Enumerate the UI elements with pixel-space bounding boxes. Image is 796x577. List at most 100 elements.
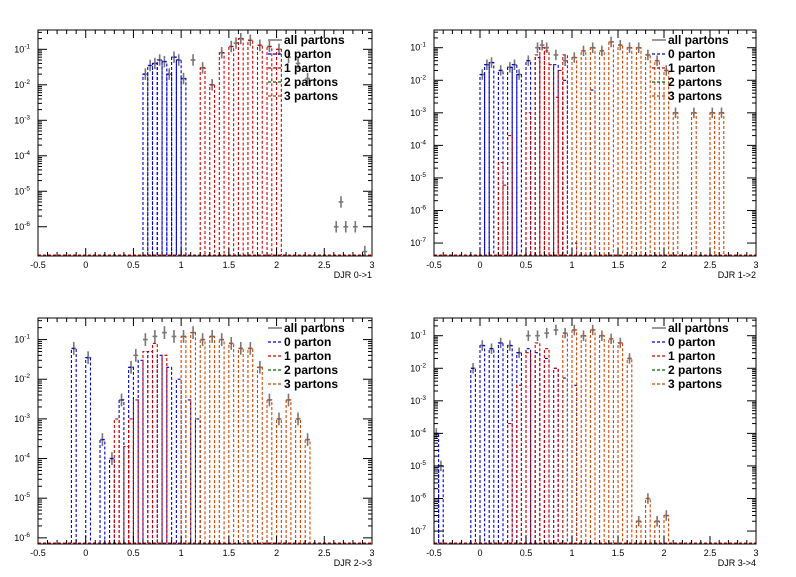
y-tick-base: 10: [14, 80, 24, 90]
histogram-bin: [534, 56, 541, 255]
x-axis-label: DJR 1->2: [718, 270, 756, 280]
y-tick-label: 10-4: [410, 427, 426, 438]
y-tick-base: 10: [410, 461, 420, 471]
y-tick-exponent: -2: [24, 373, 30, 380]
histogram-bin: [562, 332, 568, 543]
legend-entry: 2 partons: [668, 363, 722, 377]
y-tick-exponent: -3: [420, 395, 426, 402]
histogram-bin: [645, 54, 651, 255]
y-tick-exponent: -6: [24, 532, 30, 539]
y-tick-exponent: -6: [420, 492, 426, 499]
histogram-bin: [132, 399, 139, 543]
y-tick-label: 10-2: [410, 362, 426, 373]
y-tick-base: 10: [14, 493, 24, 503]
chart-panel-1: -0.5 0 0.5 1 1.5 2 2.5 310-610-510-410-310-210-…: [14, 29, 375, 280]
legend-entry: 3 partons: [284, 377, 338, 391]
histogram-bin: [507, 344, 513, 543]
legend-entry: 3 partons: [668, 377, 722, 391]
y-tick-exponent: -4: [24, 150, 30, 157]
histogram-bin: [109, 457, 115, 543]
histogram-bin: [709, 112, 716, 255]
y-tick-label: 10-6: [14, 221, 30, 232]
x-tick-label: 1.5: [223, 548, 236, 558]
y-tick-base: 10: [410, 493, 420, 503]
histogram-bin: [507, 423, 513, 543]
histogram-bin: [228, 342, 235, 543]
histogram-bin: [553, 96, 559, 255]
histogram-bin: [161, 354, 168, 543]
y-tick-label: 10-6: [410, 204, 426, 215]
histogram-bin: [562, 79, 568, 255]
x-axis-label: DJR 3->4: [718, 558, 756, 568]
x-tick-label: 3: [753, 548, 758, 558]
histogram-bin: [543, 50, 550, 255]
histogram-bin: [175, 59, 182, 255]
y-tick-base: 10: [14, 533, 24, 543]
x-tick-label: 0.5: [520, 548, 533, 558]
legend-entry: 2 partons: [284, 363, 338, 377]
histogram-bin: [142, 350, 149, 543]
histogram-bin: [128, 366, 134, 543]
histogram-bin: [626, 47, 633, 255]
histogram-bin: [654, 60, 660, 255]
histogram-bin: [497, 161, 504, 255]
histogram-bin: [151, 62, 158, 255]
histogram-bin: [571, 384, 578, 543]
y-tick-label: 10-4: [410, 139, 426, 150]
plot-frame: [433, 317, 757, 545]
y-tick-label: 10-1: [410, 330, 426, 341]
y-tick-exponent: -3: [420, 107, 426, 114]
histogram-bin: [484, 64, 490, 255]
y-tick-exponent: -2: [420, 362, 426, 369]
histogram-bin: [571, 329, 578, 543]
y-tick-label: 10-3: [410, 395, 426, 406]
y-tick-base: 10: [410, 526, 420, 536]
data-layer: [38, 326, 372, 544]
histogram-bin: [589, 89, 596, 255]
histogram-bin: [534, 352, 541, 543]
histogram-bin: [635, 520, 642, 543]
x-tick-label: 2.5: [704, 260, 717, 270]
y-tick-exponent: -4: [420, 427, 426, 434]
histogram-bin: [137, 359, 144, 543]
x-tick-label: 3: [369, 548, 374, 558]
y-tick-base: 10: [14, 454, 24, 464]
y-tick-label: 10-7: [410, 237, 426, 248]
x-tick-label: 0: [83, 260, 88, 270]
histogram-bin: [599, 50, 605, 255]
histogram-bin: [599, 335, 605, 543]
y-tick-base: 10: [410, 140, 420, 150]
y-tick-exponent: -3: [24, 413, 30, 420]
histogram-bin: [557, 69, 564, 255]
y-tick-base: 10: [410, 331, 420, 341]
y-tick-exponent: -1: [24, 334, 30, 341]
x-tick-label: 0: [477, 260, 482, 270]
histogram-bin: [161, 61, 168, 255]
y-tick-base: 10: [410, 428, 420, 438]
histogram-bin: [608, 338, 614, 543]
histogram-bin: [548, 64, 555, 255]
histogram-bin: [151, 342, 158, 543]
histogram-bin: [488, 348, 495, 543]
histogram-bin: [488, 62, 495, 255]
histogram-bin: [156, 354, 163, 543]
plot-frame: [433, 29, 757, 257]
histogram-bin: [180, 335, 187, 543]
legend-entry: 2 partons: [668, 75, 722, 89]
histogram-bin: [85, 357, 92, 543]
x-axis-label: DJR 0->1: [334, 270, 372, 280]
histogram-bin: [525, 60, 532, 255]
histogram-bin: [543, 348, 550, 543]
y-tick-exponent: -6: [420, 204, 426, 211]
x-tick-label: -0.5: [426, 260, 442, 270]
histogram-bin: [276, 418, 282, 543]
x-tick-label: -0.5: [30, 260, 46, 270]
data-layer: [38, 32, 372, 256]
histogram-bin: [147, 350, 154, 543]
histogram-bin: [113, 418, 120, 543]
y-tick-base: 10: [14, 151, 24, 161]
legend-entry: 3 partons: [284, 89, 338, 103]
y-tick-label: 10-4: [14, 453, 30, 464]
